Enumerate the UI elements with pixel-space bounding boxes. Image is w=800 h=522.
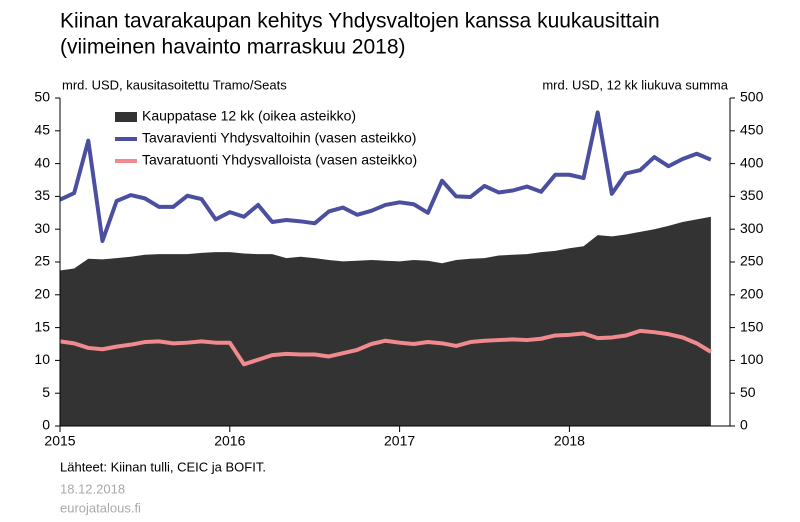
y2-tick-label: 200 [740,286,764,302]
y2-axis-label: mrd. USD, 12 kk liukuva summa [542,77,728,92]
y2-tick-label: 300 [740,220,764,236]
chart-title: Kiinan tavarakaupan kehitys Yhdysvaltoje… [60,10,660,33]
legend-label: Tavaravienti Yhdysvaltoihin (vasen astei… [142,130,416,146]
x-tick-label: 2015 [44,433,75,449]
y2-tick-label: 100 [740,351,764,367]
y2-tick-label: 450 [740,122,764,138]
legend-swatch [115,112,137,122]
legend-label: Tavaratuonti Yhdysvalloista (vasen astei… [142,152,417,168]
y-tick-label: 25 [34,253,50,269]
line [59,328,712,367]
chart-subtitle: (viimeinen havainto marraskuu 2018) [60,36,406,59]
y-tick-label: 10 [34,351,50,367]
y-tick-label: 45 [34,122,50,138]
y-axis-label: mrd. USD, kausitasoitettu Tramo/Seats [62,77,287,92]
y2-tick-label: 150 [740,318,764,334]
y-tick-label: 40 [34,154,50,170]
y-tick-label: 0 [42,417,50,433]
y-tick-label: 15 [34,318,50,334]
source: Lähteet: Kiinan tulli, CEIC ja BOFIT. [60,459,266,474]
y-tick-label: 5 [42,384,50,400]
y-tick-label: 30 [34,220,50,236]
y-tick-label: 20 [34,286,50,302]
y-tick-label: 50 [34,89,50,105]
y2-tick-label: 0 [740,417,748,433]
x-tick-label: 2018 [554,433,585,449]
x-tick-label: 2016 [214,433,245,449]
y-tick-label: 35 [34,187,50,203]
x-tick-label: 2017 [384,433,415,449]
area [60,216,711,426]
y2-tick-label: 350 [740,187,764,203]
y2-tick-label: 250 [740,253,764,269]
legend-label: Kauppatase 12 kk (oikea asteikko) [142,108,356,124]
y2-tick-label: 500 [740,89,764,105]
date: 18.12.2018 [60,481,125,496]
y2-tick-label: 50 [740,384,756,400]
y2-tick-label: 400 [740,154,764,170]
site: eurojatalous.fi [60,500,141,515]
line [59,110,712,244]
